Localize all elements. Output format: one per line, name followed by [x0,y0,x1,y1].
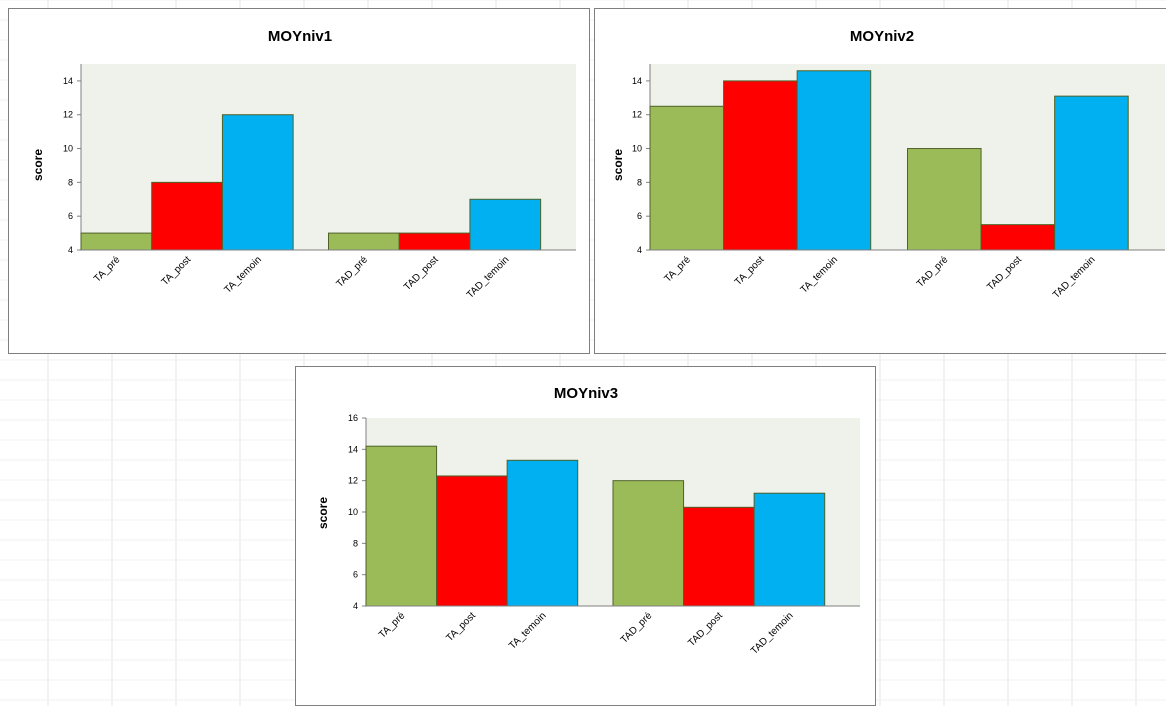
chart-moyniv1-svg: MOYniv1 score 4 6 8 10 12 14 TA_pré TA_post TA_t… [31,28,576,301]
y-axis-title: score [316,497,330,529]
chart-moyniv3-svg: MOYniv3 score 4 6 8 10 12 14 16 TA_pré TA_post TA… [316,385,860,657]
x-tick-label: TAD_temoin [749,610,796,657]
x-tick-label: TAD_temoin [1051,254,1098,301]
y-tick-label: 14 [63,76,73,86]
y-tick-label: 6 [68,211,73,221]
y-tick-label: 4 [637,245,642,255]
x-tick-label: TAD_post [985,254,1024,293]
bar-tad_pré [907,148,982,251]
bar-ta_post [436,475,508,607]
chart-moyniv3[interactable]: MOYniv3 score 4 6 8 10 12 14 16 TA_pré TA_post TA… [295,366,876,706]
bar-tad_post [980,224,1056,251]
bar-ta_pré [80,232,153,251]
x-tick-label: TA_temoin [507,610,548,651]
y-tick-label: 14 [632,76,642,86]
x-tick-label: TA_post [444,610,478,644]
bar-ta_post [151,181,223,251]
x-tick-label: TAD_post [686,610,725,649]
bar-ta_temoin [506,459,579,607]
y-tick-label: 12 [632,110,642,120]
x-tick-label: TAD_pré [619,610,655,646]
chart-title: MOYniv2 [850,28,914,45]
y-tick-label: 12 [348,476,358,486]
bar-ta_post [723,80,798,251]
bar-tad_temoin [753,492,826,607]
bar-tad_post [398,232,471,251]
chart-moyniv2[interactable]: MOYniv2 score 4 6 8 10 12 14 TA_pré TA_post TA_t… [594,8,1166,354]
y-tick-label: 8 [68,177,73,187]
bar-tad_temoin [1054,95,1129,251]
y-tick-label: 6 [353,570,358,580]
x-tick-label: TAD_pré [334,254,370,290]
bar-ta_temoin [796,70,872,251]
y-axis-title: score [31,149,45,181]
x-tick-label: TAD_temoin [465,254,512,301]
y-tick-label: 10 [348,507,358,517]
y-tick-label: 8 [353,538,358,548]
x-tick-label: TA_post [733,254,767,288]
y-tick-label: 6 [637,211,642,221]
chart-moyniv2-svg: MOYniv2 score 4 6 8 10 12 14 TA_pré TA_post TA_t… [611,28,1165,301]
x-tick-label: TA_post [160,254,194,288]
y-tick-label: 4 [353,601,358,611]
bar-ta_pré [649,105,725,251]
bar-tad_pré [328,232,400,251]
x-tick-label: TA_temoin [799,254,840,295]
x-tick-label: TA_pré [92,254,123,285]
x-tick-label: TA_temoin [222,254,263,295]
x-tick-label: TAD_pré [915,254,951,290]
bar-tad_temoin [469,198,542,251]
x-tick-label: TAD_post [402,254,441,293]
bar-tad_post [683,506,755,607]
y-tick-label: 4 [68,245,73,255]
x-tick-label: TA_pré [377,610,408,641]
bar-ta_temoin [221,114,294,251]
y-axis-title: score [611,149,625,181]
bar-tad_pré [612,480,685,607]
bar-ta_pré [365,445,438,607]
y-tick-label: 8 [637,177,642,187]
chart-moyniv1[interactable]: MOYniv1 score 4 6 8 10 12 14 TA_pré TA_post TA_t… [8,8,590,354]
chart-title: MOYniv1 [268,28,332,45]
y-tick-label: 12 [63,110,73,120]
y-tick-label: 16 [348,413,358,423]
y-tick-label: 14 [348,444,358,454]
y-tick-label: 10 [632,144,642,154]
x-tick-label: TA_pré [662,254,693,285]
y-tick-label: 10 [63,144,73,154]
chart-title: MOYniv3 [554,385,618,402]
